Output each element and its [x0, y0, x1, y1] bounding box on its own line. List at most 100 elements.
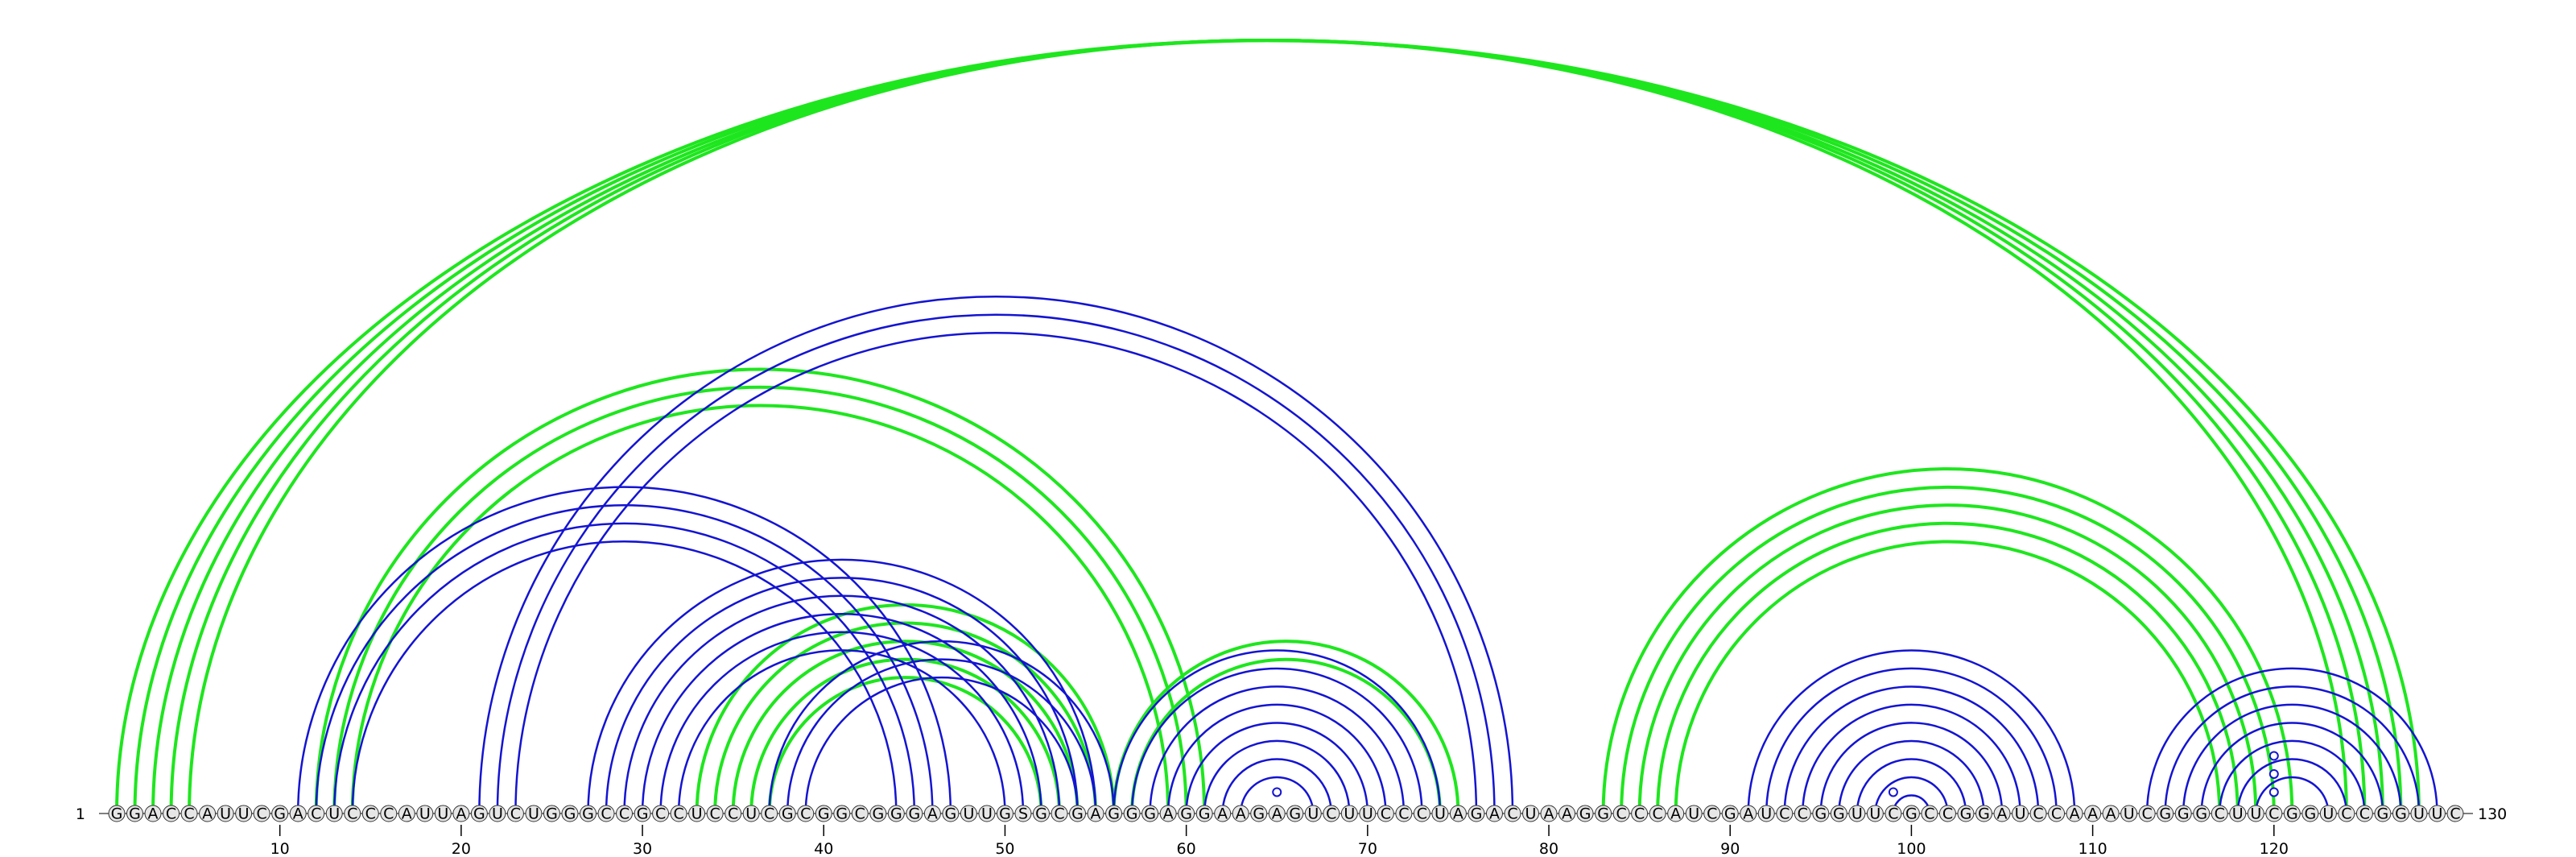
nucleotide: C — [253, 805, 270, 823]
nucleotide-letter: S — [1018, 805, 1028, 823]
nucleotide: A — [398, 805, 415, 823]
nucleotide: G — [271, 805, 289, 823]
nucleotide: U — [2319, 805, 2337, 823]
nucleotide-circle — [2355, 805, 2373, 822]
nucleotide-letter: C — [2359, 805, 2370, 823]
nucleotide-letter: U — [238, 805, 250, 823]
nucleotide-letter: C — [2341, 805, 2351, 823]
nucleotide: C — [163, 805, 180, 823]
nucleotide-circle — [289, 805, 307, 822]
nucleotide-circle — [1667, 805, 1685, 822]
tick-label: 40 — [814, 840, 833, 857]
nucleotide-letter: G — [1814, 805, 1827, 823]
nucleotide-circle — [1431, 805, 1449, 822]
nucleotide-circle — [1485, 805, 1503, 822]
nucleotide-circle — [2392, 805, 2409, 822]
nucleotide-letter: C — [601, 805, 611, 823]
nucleotide: A — [1214, 805, 1232, 823]
nucleotide-letter: C — [257, 805, 267, 823]
nucleotide: G — [833, 805, 851, 823]
nucleotide: A — [1667, 805, 1685, 823]
nucleotide-circle — [1159, 805, 1177, 822]
nucleotide: A — [1232, 805, 1249, 823]
nucleotide-letter: G — [2395, 805, 2407, 823]
nucleotide-circle — [325, 805, 343, 822]
nucleotide-letter: C — [800, 805, 811, 823]
nucleotide-circle — [361, 805, 379, 822]
base-pair-arc — [2219, 740, 2366, 814]
nucleotide: G — [2193, 805, 2211, 823]
nucleotide-circle — [434, 805, 452, 822]
nucleotide: A — [1485, 805, 1503, 823]
nucleotide-circle — [1685, 805, 1703, 822]
base-pair-arc — [1747, 649, 2076, 814]
nucleotide-circle — [180, 805, 198, 822]
nucleotide-letter: A — [148, 805, 159, 823]
nucleotide-letter: G — [2178, 805, 2190, 823]
nucleotide-letter: G — [546, 805, 558, 823]
nucleotide: C — [2029, 805, 2047, 823]
nucleotide: G — [906, 805, 923, 823]
nucleotide-letter: C — [1942, 805, 1953, 823]
nucleotide-letter: G — [1199, 805, 1211, 823]
nucleotide: U — [742, 805, 760, 823]
nucleotide-circle — [1612, 805, 1630, 822]
nucleotide-circle — [163, 805, 180, 822]
nucleotide-letter: G — [1108, 805, 1120, 823]
nucleotide-circle — [670, 805, 687, 822]
base-pair-arc — [731, 640, 1080, 814]
nucleotide-circle — [308, 805, 325, 822]
nucleotide-circle — [1721, 805, 1739, 822]
nucleotide-circle — [1069, 805, 1087, 822]
nucleotide: G — [2374, 805, 2392, 823]
nucleotide: C — [761, 805, 778, 823]
nucleotide: C — [2138, 805, 2156, 823]
nucleotide-circle — [1250, 805, 1268, 822]
nucleotide: G — [815, 805, 832, 823]
nucleotide-letter: C — [1381, 805, 1391, 823]
nucleotide: G — [470, 805, 488, 823]
nucleotide-letter: C — [855, 805, 865, 823]
nucleotide-circle — [1794, 805, 1811, 822]
nucleotide-circle — [2029, 805, 2047, 822]
base-pair-arc — [1838, 739, 1985, 814]
base-pair-arc — [1114, 641, 1459, 814]
nucleotide-letter: G — [473, 805, 485, 823]
nucleotide-circle — [1141, 805, 1159, 822]
nucleotide: U — [978, 805, 996, 823]
nucleotide: A — [1159, 805, 1177, 823]
nucleotide-circle — [1087, 805, 1104, 822]
nucleotide-circle — [797, 805, 815, 822]
nucleotide-circle — [253, 805, 270, 822]
nucleotide-circle — [1703, 805, 1721, 822]
noncanonical-pair-marker — [2268, 787, 2279, 797]
nucleotide-circle — [742, 805, 760, 822]
base-pair-arc — [2236, 758, 2348, 814]
base-pair-arc — [713, 621, 1098, 814]
nucleotide-letter: A — [1236, 805, 1246, 823]
nucleotide-circle — [416, 805, 434, 822]
nucleotide: C — [2211, 805, 2228, 823]
nucleotide-circle — [724, 805, 742, 822]
nucleotide-letter: C — [1417, 805, 1427, 823]
nucleotide-letter: C — [764, 805, 774, 823]
nucleotide-circle — [543, 805, 560, 822]
nucleotide-circle — [923, 805, 941, 822]
nucleotide-letter: U — [1435, 805, 1446, 823]
nucleotide-circle — [1812, 805, 1830, 822]
nucleotide-circle — [1848, 805, 1866, 822]
base-pair-arc — [1674, 540, 2222, 814]
nucleotide-circle — [1830, 805, 1847, 822]
nucleotide-letter: C — [1653, 805, 1663, 823]
nucleotide: A — [289, 805, 307, 823]
nucleotide: C — [1794, 805, 1811, 823]
nucleotide-circle — [217, 805, 234, 822]
tick-label: 110 — [2078, 840, 2107, 857]
nucleotide-letter: U — [1307, 805, 1319, 823]
nucleotide-circle — [2066, 805, 2083, 822]
nucleotide-letter: U — [2250, 805, 2261, 823]
nucleotide-circle — [1649, 805, 1666, 822]
nucleotide-letter: C — [1634, 805, 1645, 823]
base-pair-arc — [188, 38, 2348, 814]
nucleotide: C — [1612, 805, 1630, 823]
